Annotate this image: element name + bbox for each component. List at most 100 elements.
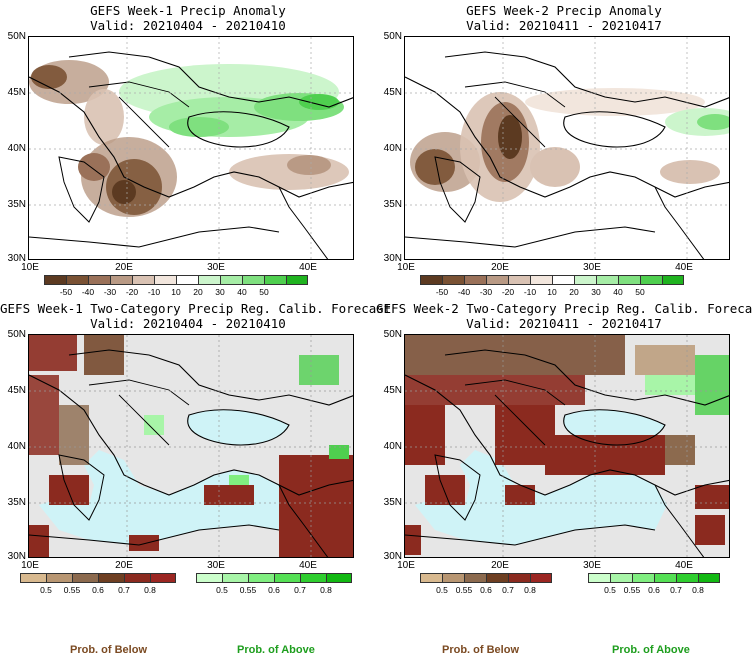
colorbar-swatch (610, 573, 632, 583)
lat-label: 45N (7, 87, 26, 98)
colorbar-tick-label: 20 (193, 287, 203, 297)
colorbar-tick-label: 0.8 (144, 585, 156, 595)
panel-valid-dates: Valid: 20210411 - 20210417 (466, 18, 662, 33)
colorbar-tick-label: -40 (457, 287, 471, 297)
colorbar-swatch (508, 275, 530, 285)
lon-label: 40E (675, 262, 693, 273)
colorbar-tick-label: 40 (237, 287, 247, 297)
panel-valid-dates: Valid: 20210404 - 20210410 (90, 18, 286, 33)
colorbar-swatch (632, 573, 654, 583)
lon-label: 10E (397, 262, 415, 273)
lon-label: 10E (397, 560, 415, 571)
probability-map (404, 334, 730, 558)
colorbar-tick-label: -10 (523, 287, 537, 297)
colorbar-swatch (222, 573, 248, 583)
colorbar-swatch (574, 275, 596, 285)
below-colorbar (20, 573, 176, 583)
colorbar-tick-label: 0.8 (524, 585, 536, 595)
lon-label: 30E (207, 262, 225, 273)
anomaly-colorbar (420, 275, 684, 285)
lat-label: 35N (7, 199, 26, 210)
colorbar-swatch (486, 275, 508, 285)
lon-label: 20E (491, 560, 509, 571)
colorbar-tick-label: 0.55 (623, 585, 641, 595)
colorbar-swatch (530, 275, 552, 285)
colorbar-tick-label: 0.6 (480, 585, 492, 595)
colorbar-swatch (46, 573, 72, 583)
colorbar-swatch (154, 275, 176, 285)
colorbar-tick-label: 0.6 (268, 585, 280, 595)
colorbar-swatch (132, 275, 154, 285)
colorbar-tick-label: -20 (125, 287, 139, 297)
lon-label: 20E (115, 560, 133, 571)
colorbar-tick-label: -30 (479, 287, 493, 297)
colorbar-swatch (596, 275, 618, 285)
colorbar-swatch (88, 275, 110, 285)
prob-svg (29, 335, 353, 557)
colorbar-tick-label: 10 (547, 287, 557, 297)
colorbar-swatch (464, 275, 486, 285)
above-colorbar (196, 573, 352, 583)
panel-week2-anomaly: GEFS Week-2 Precip Anomaly Valid: 202104… (376, 0, 752, 300)
lat-label: 30N (383, 253, 402, 264)
colorbar-tick-label: 0.7 (670, 585, 682, 595)
lat-label: 50N (383, 329, 402, 340)
colorbar-tick-label: -40 (81, 287, 95, 297)
colorbar-tick-label: 0.7 (294, 585, 306, 595)
above-colorbar (588, 573, 720, 583)
colorbar-swatch (530, 573, 552, 583)
lon-label: 30E (583, 560, 601, 571)
colorbar-tick-label: 0.8 (320, 585, 332, 595)
colorbar-swatch (20, 573, 46, 583)
colorbar-swatch (300, 573, 326, 583)
lat-label: 40N (383, 441, 402, 452)
anomaly-map (28, 36, 354, 260)
colorbar-tick-label: 0.8 (692, 585, 704, 595)
colorbar-tick-label: 0.55 (455, 585, 473, 595)
panel-valid-dates: Valid: 20210404 - 20210410 (90, 316, 286, 331)
lat-label: 30N (7, 551, 26, 562)
lat-label: 45N (7, 385, 26, 396)
lat-label: 30N (383, 551, 402, 562)
colorbar-swatch (654, 573, 676, 583)
colorbar-tick-label: 0.5 (436, 585, 448, 595)
anomaly-map (404, 36, 730, 260)
lon-label: 20E (115, 262, 133, 273)
colorbar-tick-label: -10 (147, 287, 161, 297)
panel-week1-two-category: GEFS Week-1 Two-Category Precip Reg. Cal… (0, 298, 391, 598)
colorbar-swatch (66, 275, 88, 285)
colorbar-tick-label: 50 (259, 287, 269, 297)
colorbar-swatch (464, 573, 486, 583)
colorbar-swatch (98, 573, 124, 583)
probability-map (28, 334, 354, 558)
colorbar-swatch (264, 275, 286, 285)
colorbar-tick-label: 0.5 (604, 585, 616, 595)
colorbar-swatch (508, 573, 530, 583)
colorbar-tick-label: -20 (501, 287, 515, 297)
colorbar-tick-label: 0.5 (216, 585, 228, 595)
lon-label: 20E (491, 262, 509, 273)
panel-week1-anomaly: GEFS Week-1 Precip Anomaly Valid: 202104… (0, 0, 376, 300)
colorbar-tick-label: 0.55 (63, 585, 81, 595)
colorbar-tick-label: 0.5 (40, 585, 52, 595)
colorbar-tick-label: 0.7 (502, 585, 514, 595)
colorbar-swatch (110, 275, 132, 285)
lat-label: 35N (7, 497, 26, 508)
colorbar-swatch (176, 275, 198, 285)
lon-label: 40E (299, 560, 317, 571)
colorbar-swatch (552, 275, 574, 285)
panel-title: GEFS Week-1 Precip Anomaly (90, 3, 286, 18)
lat-label: 35N (383, 497, 402, 508)
lat-label: 50N (383, 31, 402, 42)
colorbar-tick-label: -30 (103, 287, 117, 297)
lon-label: 10E (21, 262, 39, 273)
colorbar-swatch (198, 275, 220, 285)
colorbar-swatch (442, 573, 464, 583)
lat-label: 45N (383, 385, 402, 396)
colorbar-swatch (618, 275, 640, 285)
lat-label: 50N (7, 31, 26, 42)
colorbar-tick-label: 30 (215, 287, 225, 297)
colorbar-swatch (274, 573, 300, 583)
colorbar-swatch (150, 573, 176, 583)
colorbar-tick-label: 10 (171, 287, 181, 297)
